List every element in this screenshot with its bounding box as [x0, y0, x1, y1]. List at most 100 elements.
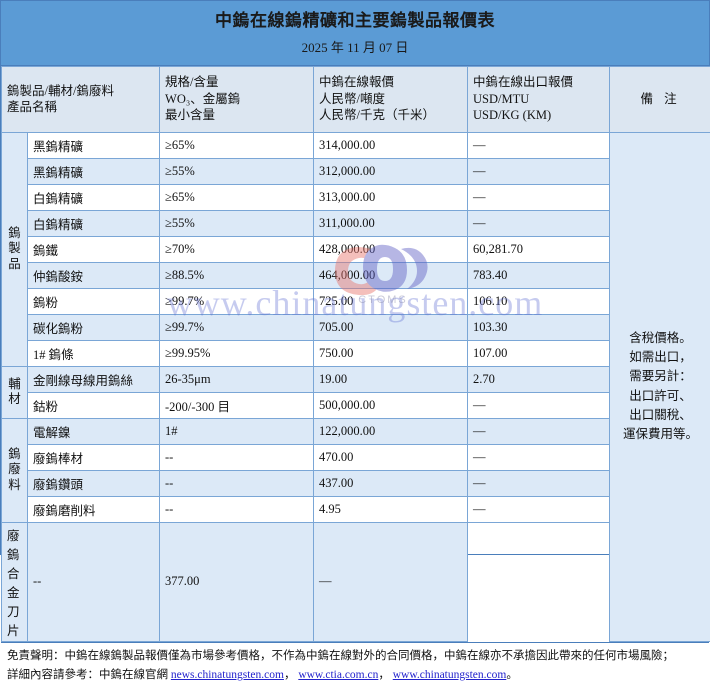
- header-product-line1: 鎢製品/輔材/鎢廢料: [7, 83, 154, 100]
- table-row: 廢鎢鑽頭--437.00—: [2, 470, 710, 496]
- price-cny: 428,000.00: [314, 236, 468, 262]
- product-spec: ≥65%: [160, 132, 314, 158]
- product-spec: --: [160, 470, 314, 496]
- header-cny-line1: 中鎢在線報價: [319, 74, 462, 91]
- table-row: 白鎢精礦≥55%311,000.00—: [2, 210, 710, 236]
- price-usd: —: [468, 392, 610, 418]
- product-name: 電解鎳: [28, 418, 160, 444]
- price-usd: —: [468, 158, 610, 184]
- price-cny: 314,000.00: [314, 132, 468, 158]
- header-cny-line2: 人民幣/噸度: [319, 91, 462, 108]
- group-label-char: 製: [7, 241, 22, 257]
- separator-1: ，: [284, 669, 296, 681]
- price-cny: 464,000.00: [314, 262, 468, 288]
- product-spec: --: [160, 496, 314, 522]
- price-cny: 725.00: [314, 288, 468, 314]
- header-spec-line2: WO₃、金屬鎢: [165, 91, 308, 108]
- product-name: 仲鎢酸銨: [28, 262, 160, 288]
- disclaimer-footer: 免責聲明：中鎢在線鎢製品報價僅為市場參考價格，不作為中鎢在線對外的合同價格，中鎢…: [1, 642, 709, 688]
- page-title: 中鎢在線鎢精礦和主要鎢製品報價表: [1, 8, 709, 34]
- price-table: 鎢製品/輔材/鎢廢料 產品名稱 規格/含量 WO₃、金屬鎢 最小含量 中鎢在線報…: [1, 66, 710, 642]
- group-label-char: 輔: [7, 377, 22, 393]
- disclaimer-suffix: 。: [506, 669, 518, 681]
- price-cny: 470.00: [314, 444, 468, 470]
- price-cny: 4.95: [314, 496, 468, 522]
- product-spec: --: [160, 444, 314, 470]
- price-usd: —: [468, 496, 610, 522]
- table-row: 黑鎢精礦≥55%312,000.00—: [2, 158, 710, 184]
- header-usd-price: 中鎢在線出口報價 USD/MTU USD/KG (KM): [468, 66, 610, 132]
- report-date: 2025 年 11 月 07 日: [1, 39, 709, 57]
- price-usd: —: [468, 470, 610, 496]
- note-line-3: 需要另計：: [615, 367, 706, 386]
- product-name: 黑鎢精礦: [28, 132, 160, 158]
- product-spec: ≥70%: [160, 236, 314, 262]
- product-name: 白鎢精礦: [28, 210, 160, 236]
- group-label-char: 料: [7, 478, 22, 494]
- product-spec: --: [28, 522, 160, 641]
- table-body: 鎢製品黑鎢精礦≥65%314,000.00—含稅價格。如需出口，需要另計：出口許…: [2, 132, 710, 641]
- table-header: 鎢製品/輔材/鎢廢料 產品名稱 規格/含量 WO₃、金屬鎢 最小含量 中鎢在線報…: [2, 66, 710, 132]
- product-name: 1# 鎢條: [28, 340, 160, 366]
- header-cny-line3: 人民幣/千克（千米）: [319, 107, 462, 124]
- disclaimer-line1: 免責聲明：中鎢在線鎢製品報價僅為市場參考價格，不作為中鎢在線對外的合同價格，中鎢…: [7, 647, 703, 666]
- group-label-char: 品: [7, 257, 22, 273]
- price-cny: 705.00: [314, 314, 468, 340]
- product-spec: 26-35μm: [160, 366, 314, 392]
- group-label-char: 材: [7, 392, 22, 408]
- price-usd: 103.30: [468, 314, 610, 340]
- price-cny: 377.00: [160, 522, 314, 641]
- link-ctia[interactable]: www.ctia.com.cn: [298, 669, 378, 681]
- group-label-3: 鎢廢料: [2, 418, 28, 522]
- product-spec: ≥55%: [160, 210, 314, 236]
- header-product-line2: 產品名稱: [7, 99, 154, 116]
- product-name: 金剛線母線用鎢絲: [28, 366, 160, 392]
- price-usd: 783.40: [468, 262, 610, 288]
- group-label-2: 輔材: [2, 366, 28, 418]
- notes-cell: 含稅價格。如需出口，需要另計：出口許可、出口關稅、運保費用等。: [610, 132, 710, 641]
- header-usd-line2: USD/MTU: [473, 91, 604, 108]
- header-usd-line3: USD/KG (KM): [473, 107, 604, 124]
- header-note: 備 注: [610, 66, 710, 132]
- price-table-sheet: 中鎢在線鎢精礦和主要鎢製品報價表 2025 年 11 月 07 日 www.ch…: [0, 0, 710, 555]
- price-cny: 750.00: [314, 340, 468, 366]
- link-chinatungsten[interactable]: www.chinatungsten.com: [393, 669, 507, 681]
- header-spec-line3: 最小含量: [165, 107, 308, 124]
- price-cny: 311,000.00: [314, 210, 468, 236]
- header-usd-line1: 中鎢在線出口報價: [473, 74, 604, 91]
- group-label-char: 廢: [7, 462, 22, 478]
- table-row: 廢鎢磨削料--4.95—: [2, 496, 710, 522]
- price-usd: 107.00: [468, 340, 610, 366]
- product-name: 廢鎢鑽頭: [28, 470, 160, 496]
- header-spec-line1: 規格/含量: [165, 74, 308, 91]
- price-usd: —: [468, 210, 610, 236]
- header-cny-price: 中鎢在線報價 人民幣/噸度 人民幣/千克（千米）: [314, 66, 468, 132]
- price-usd: 60,281.70: [468, 236, 610, 262]
- group-label-char: 鎢: [7, 226, 22, 242]
- header-product: 鎢製品/輔材/鎢廢料 產品名稱: [2, 66, 160, 132]
- price-usd: —: [468, 132, 610, 158]
- price-usd: 106.10: [468, 288, 610, 314]
- product-name: 黑鎢精礦: [28, 158, 160, 184]
- note-line-4: 出口許可、: [615, 387, 706, 406]
- product-spec: ≥88.5%: [160, 262, 314, 288]
- note-line-5: 出口關稅、: [615, 406, 706, 425]
- product-name: 鎢粉: [28, 288, 160, 314]
- price-cny: 500,000.00: [314, 392, 468, 418]
- product-name: 鈷粉: [28, 392, 160, 418]
- table-row: 白鎢精礦≥65%313,000.00—: [2, 184, 710, 210]
- link-news-chinatungsten[interactable]: news.chinatungsten.com: [171, 669, 284, 681]
- price-cny: 122,000.00: [314, 418, 468, 444]
- price-usd: —: [468, 418, 610, 444]
- product-spec: -200/-300 目: [160, 392, 314, 418]
- product-spec: ≥99.7%: [160, 314, 314, 340]
- product-spec: ≥99.7%: [160, 288, 314, 314]
- note-line-1: 含稅價格。: [615, 329, 706, 348]
- note-line-2: 如需出口，: [615, 348, 706, 367]
- price-cny: 19.00: [314, 366, 468, 392]
